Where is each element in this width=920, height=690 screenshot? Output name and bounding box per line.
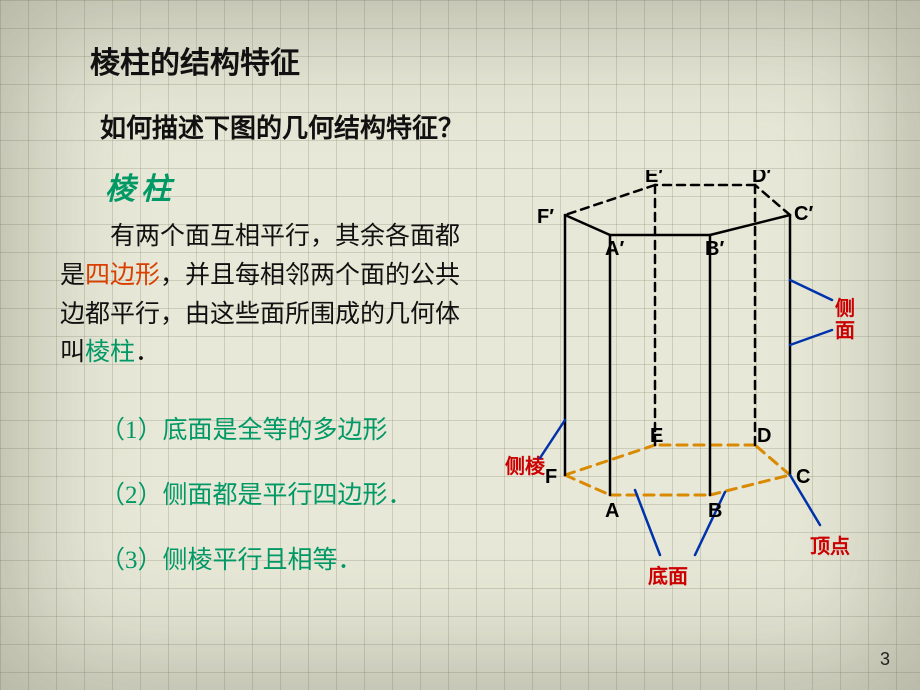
- svg-text:D: D: [757, 425, 771, 447]
- property-2: （2）侧面都是平行四边形．: [100, 475, 413, 511]
- svg-text:E: E: [650, 425, 663, 447]
- slide-title: 棱柱的结构特征: [90, 38, 300, 82]
- section-heading: 棱柱: [105, 164, 177, 208]
- svg-text:D′: D′: [752, 170, 771, 187]
- svg-text:C′: C′: [794, 203, 813, 225]
- definition-text-teal: 棱柱: [85, 339, 135, 366]
- prism-diagram: A′ B′ C′ D′ E′ F′ A B C D E F: [500, 170, 900, 590]
- definition-text-red: 四边形: [85, 262, 160, 289]
- definition-text-end: ．: [135, 339, 160, 366]
- property-1: （1）底面是全等的多边形: [100, 410, 388, 446]
- property-3: （3）侧棱平行且相等．: [100, 540, 363, 576]
- svg-text:F: F: [545, 466, 557, 488]
- svg-text:A′: A′: [605, 238, 624, 260]
- svg-text:A: A: [605, 500, 619, 522]
- definition-paragraph: 有两个面互相平行，其余各面都是四边形，并且每相邻两个面的公共边都平行，由这些面所…: [60, 218, 480, 373]
- slide-content: 棱柱的结构特征 如何描述下图的几何结构特征？ 棱柱 有两个面互相平行，其余各面都…: [0, 0, 920, 690]
- svg-text:F′: F′: [537, 206, 554, 228]
- svg-text:C: C: [796, 466, 810, 488]
- slide-subtitle: 如何描述下图的几何结构特征？: [100, 108, 464, 145]
- svg-text:B′: B′: [705, 238, 724, 260]
- page-number: 3: [880, 649, 890, 670]
- svg-text:E′: E′: [645, 170, 663, 187]
- svg-text:B: B: [708, 500, 722, 522]
